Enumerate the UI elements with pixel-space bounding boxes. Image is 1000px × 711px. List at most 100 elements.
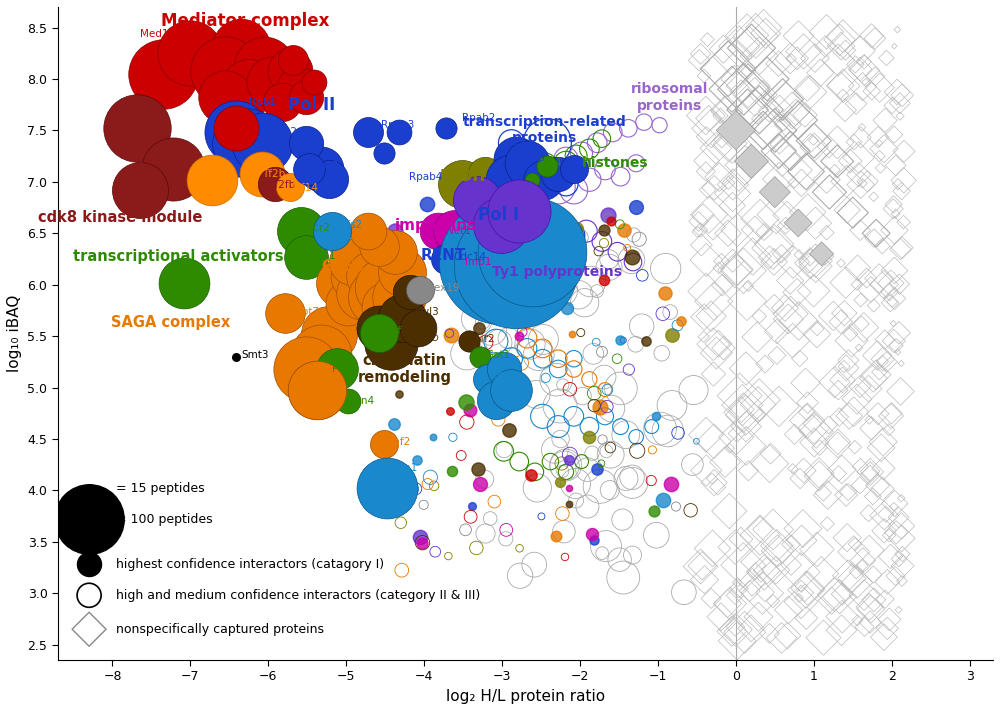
Point xyxy=(725,255,741,267)
Point xyxy=(738,410,754,421)
Point xyxy=(849,279,865,290)
Point xyxy=(722,442,738,454)
Point xyxy=(732,390,748,401)
Point xyxy=(458,524,474,535)
Point xyxy=(416,499,432,510)
Point xyxy=(876,510,892,521)
Point xyxy=(780,604,796,616)
Point xyxy=(410,322,426,333)
Point xyxy=(833,316,849,328)
Point xyxy=(820,489,836,501)
Point xyxy=(298,137,314,149)
Point xyxy=(785,256,801,267)
Point xyxy=(849,577,865,588)
Point xyxy=(769,540,785,551)
Point xyxy=(855,178,871,189)
Point xyxy=(853,318,869,329)
Point xyxy=(755,89,771,100)
Point xyxy=(839,532,855,543)
Point xyxy=(545,291,561,302)
Point xyxy=(894,575,910,587)
Point xyxy=(664,329,680,341)
Point xyxy=(676,587,692,598)
Point xyxy=(874,483,890,495)
Point xyxy=(470,463,486,474)
Point xyxy=(459,417,475,428)
Point xyxy=(542,456,558,467)
Text: Hsf: Hsf xyxy=(384,326,401,336)
Point xyxy=(861,508,877,519)
Text: Gcn4: Gcn4 xyxy=(348,396,375,406)
Point xyxy=(727,621,743,633)
Point xyxy=(484,242,500,253)
Point xyxy=(557,551,573,562)
Point xyxy=(532,236,548,247)
Point xyxy=(865,569,881,580)
Point xyxy=(594,133,610,144)
Point xyxy=(705,222,721,233)
Text: Gat1: Gat1 xyxy=(485,350,510,360)
Text: Tra1: Tra1 xyxy=(321,380,343,390)
Point xyxy=(570,253,586,264)
Point xyxy=(550,353,566,365)
Point xyxy=(817,250,833,262)
Point xyxy=(631,233,647,245)
Point xyxy=(628,158,644,169)
Point xyxy=(861,545,877,556)
Text: Rpab2: Rpab2 xyxy=(462,113,495,123)
Point xyxy=(564,328,580,340)
Point xyxy=(390,279,406,290)
Point xyxy=(563,236,579,247)
Point xyxy=(599,384,615,395)
Point xyxy=(695,209,711,220)
Point xyxy=(740,465,756,476)
Point xyxy=(550,206,566,218)
Point xyxy=(561,482,577,493)
Point xyxy=(793,177,809,188)
Point xyxy=(425,431,441,442)
Point xyxy=(503,174,519,186)
Point xyxy=(81,559,97,570)
Point xyxy=(756,567,772,578)
Point xyxy=(700,184,716,196)
Point xyxy=(706,477,722,488)
Point xyxy=(321,173,337,184)
Point xyxy=(751,311,767,322)
Point xyxy=(864,85,880,97)
Point xyxy=(532,271,548,282)
Point xyxy=(618,473,634,484)
Point xyxy=(597,164,613,175)
Point xyxy=(834,589,850,600)
Point xyxy=(583,276,599,287)
Point xyxy=(756,226,772,237)
Point xyxy=(839,176,855,187)
Point xyxy=(321,328,337,340)
Point xyxy=(282,181,298,193)
Point xyxy=(683,505,699,516)
Point xyxy=(860,176,876,187)
Point xyxy=(722,598,738,609)
Point xyxy=(717,456,733,468)
Point xyxy=(600,212,616,223)
Point xyxy=(819,227,835,238)
Point xyxy=(558,245,574,256)
Point xyxy=(555,379,571,390)
Point xyxy=(552,400,568,412)
Point xyxy=(846,546,862,557)
Point xyxy=(846,137,862,148)
Point xyxy=(807,53,823,64)
Point xyxy=(777,302,793,314)
Point xyxy=(859,272,875,284)
Point xyxy=(566,184,582,196)
Point xyxy=(379,301,395,313)
Point xyxy=(771,173,787,185)
Point xyxy=(488,304,504,315)
Point xyxy=(612,334,628,346)
Point xyxy=(581,143,597,154)
Point xyxy=(670,320,686,331)
Point xyxy=(866,191,882,203)
Point xyxy=(552,237,568,248)
Point xyxy=(652,119,668,131)
Point xyxy=(751,50,767,62)
Point xyxy=(603,449,619,461)
